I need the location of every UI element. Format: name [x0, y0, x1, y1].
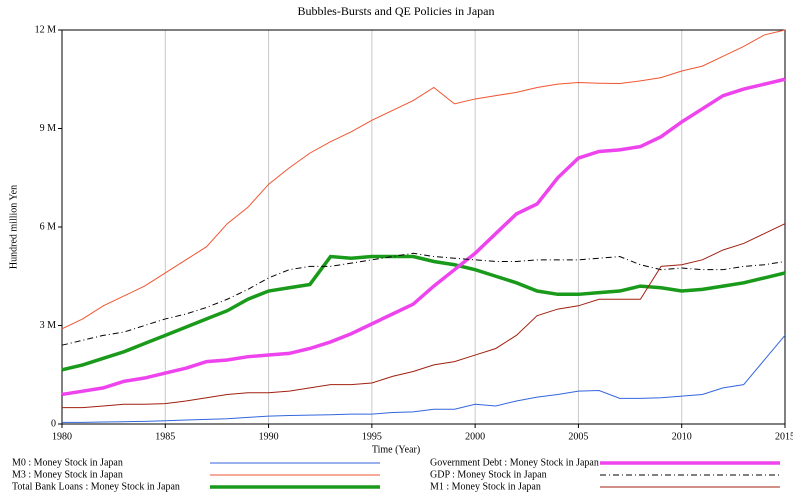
legend-label: Total Bank Loans : Money Stock in Japan: [12, 481, 180, 492]
x-tick-label: 1990: [259, 431, 279, 442]
series-line: [61, 252, 786, 346]
series-line: [61, 29, 786, 330]
y-tick-label: 6 M: [40, 221, 57, 232]
y-tick-label: 3 M: [40, 320, 57, 331]
legend-label: GDP : Money Stock in Japan: [430, 469, 547, 480]
y-tick-label: 0: [51, 418, 56, 429]
x-tick-label: 1985: [155, 431, 175, 442]
legend-label: M0 : Money Stock in Japan: [12, 457, 123, 468]
legend-label: M1 : Money Stock in Japan: [430, 481, 541, 492]
series-line: [61, 77, 786, 397]
y-tick-label: 9 M: [40, 123, 57, 134]
x-tick-label: 2010: [672, 431, 692, 442]
series-line: [62, 223, 786, 409]
x-tick-label: 2005: [568, 431, 588, 442]
plot-frame: [61, 29, 786, 425]
legend-label: Government Debt : Money Stock in Japan: [430, 457, 599, 468]
chart-title: Bubbles-Bursts and QE Policies in Japan: [298, 4, 495, 18]
series-line: [61, 254, 786, 372]
x-axis-label: Time (Year): [372, 444, 420, 455]
legend-label: M3 : Money Stock in Japan: [12, 469, 123, 480]
x-tick-label: 1980: [52, 431, 72, 442]
series-line: [62, 335, 786, 423]
y-tick-label: 12 M: [35, 24, 57, 35]
y-axis-label: Hundred million Yen: [8, 185, 19, 269]
x-tick-label: 2000: [465, 431, 485, 442]
x-tick-label: 1995: [362, 431, 382, 442]
x-tick-label: 2015: [775, 431, 793, 442]
